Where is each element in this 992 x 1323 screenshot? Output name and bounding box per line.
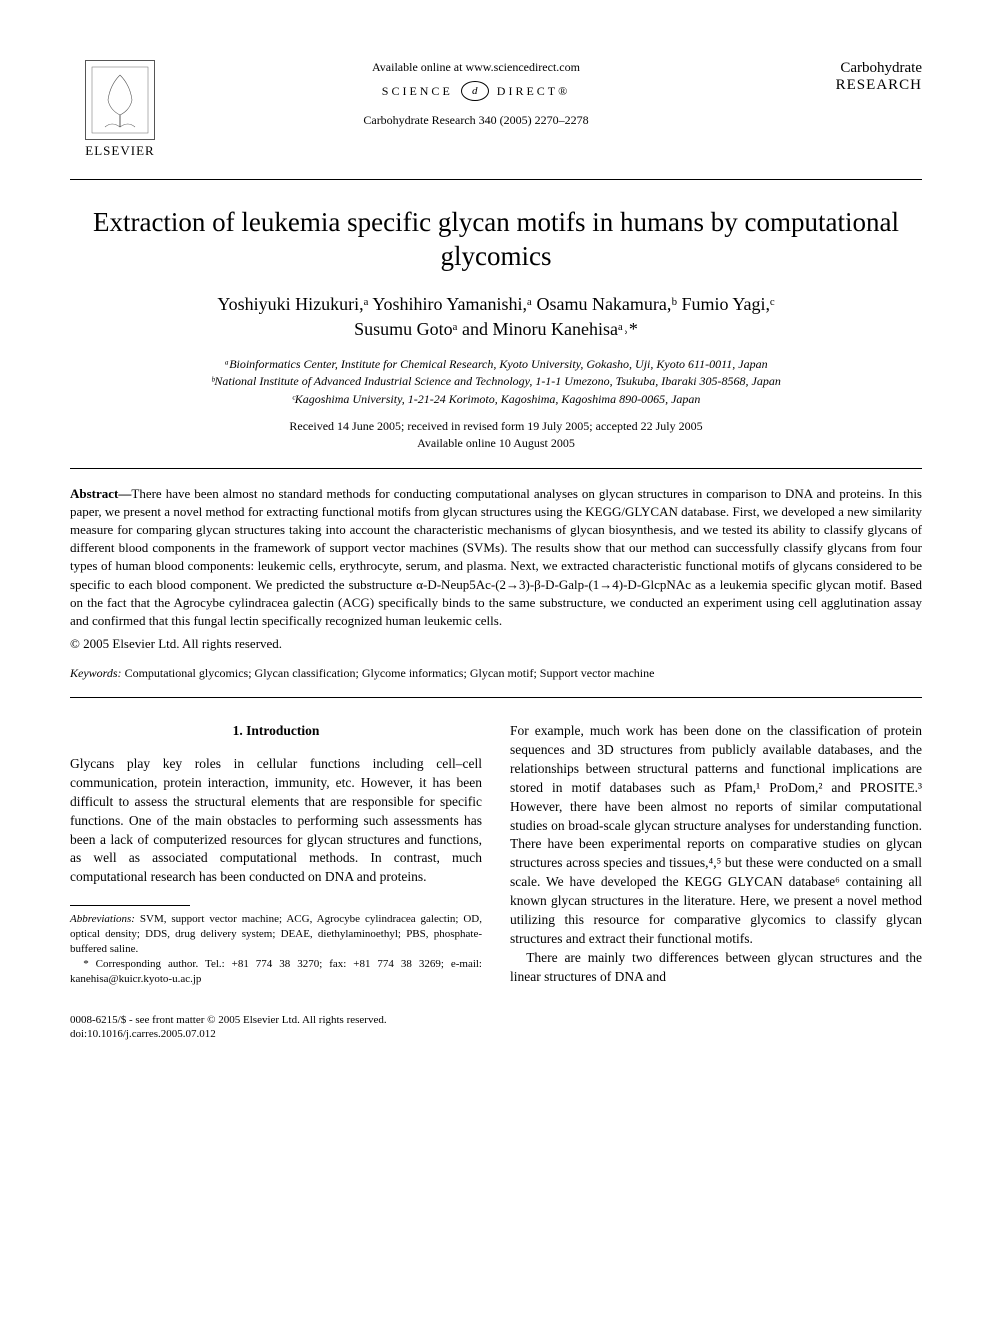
copyright: © 2005 Elsevier Ltd. All rights reserved…: [70, 636, 922, 652]
column-left: 1. Introduction Glycans play key roles i…: [70, 722, 482, 986]
authors-line1: Yoshiyuki Hizukuri,ᵃ Yoshihiro Yamanishi…: [217, 294, 774, 314]
intro-paragraph-1: Glycans play key roles in cellular funct…: [70, 755, 482, 887]
keywords-text: Computational glycomics; Glycan classifi…: [122, 666, 655, 680]
corresponding-author-footnote: * Corresponding author. Tel.: +81 774 38…: [70, 957, 482, 987]
affiliations: ᵃBioinformatics Center, Institute for Ch…: [70, 356, 922, 408]
authors: Yoshiyuki Hizukuri,ᵃ Yoshihiro Yamanishi…: [70, 292, 922, 342]
footnotes: Abbreviations: SVM, support vector machi…: [70, 912, 482, 986]
journal-reference: Carbohydrate Research 340 (2005) 2270–22…: [170, 113, 782, 128]
center-header: Available online at www.sciencedirect.co…: [170, 60, 782, 128]
corr-label: * Corresponding author.: [83, 958, 198, 970]
available-online-text: Available online at www.sciencedirect.co…: [170, 60, 782, 75]
footer-copyright: 0008-6215/$ - see front matter © 2005 El…: [70, 1013, 922, 1028]
abbrev-label: Abbreviations:: [70, 913, 135, 925]
page-header: ELSEVIER Available online at www.science…: [70, 60, 922, 159]
publisher-name: ELSEVIER: [85, 143, 154, 159]
online-date: Available online 10 August 2005: [70, 435, 922, 452]
affiliation-c: ᶜKagoshima University, 1-21-24 Korimoto,…: [70, 391, 922, 408]
header-rule: [70, 179, 922, 180]
intro-heading: 1. Introduction: [70, 722, 482, 741]
sd-right: DIRECT®: [497, 84, 570, 99]
page-footer: 0008-6215/$ - see front matter © 2005 El…: [70, 1013, 922, 1043]
abstract-bottom-rule: [70, 697, 922, 698]
footer-doi: doi:10.1016/j.carres.2005.07.012: [70, 1027, 922, 1042]
sd-left: SCIENCE: [382, 84, 453, 99]
intro-paragraph-2: For example, much work has been done on …: [510, 722, 922, 949]
body-columns: 1. Introduction Glycans play key roles i…: [70, 722, 922, 986]
affiliation-a: ᵃBioinformatics Center, Institute for Ch…: [70, 356, 922, 373]
authors-line2: Susumu Gotoᵃ and Minoru Kanehisaᵃ˒*: [354, 319, 638, 339]
column-right: For example, much work has been done on …: [510, 722, 922, 986]
footnote-rule: [70, 905, 190, 906]
affiliation-b: ᵇNational Institute of Advanced Industri…: [70, 373, 922, 390]
keywords: Keywords: Computational glycomics; Glyca…: [70, 666, 922, 681]
abstract: Abstract—There have been almost no stand…: [70, 485, 922, 631]
sciencedirect-logo: SCIENCE d DIRECT®: [170, 81, 782, 101]
abbreviations-footnote: Abbreviations: SVM, support vector machi…: [70, 912, 482, 957]
abstract-text: There have been almost no standard metho…: [70, 486, 922, 628]
elsevier-tree-icon: [85, 60, 155, 140]
journal-title-block: Carbohydrate RESEARCH: [782, 60, 922, 94]
received-date: Received 14 June 2005; received in revis…: [70, 418, 922, 435]
journal-title-line2: RESEARCH: [782, 77, 922, 94]
article-dates: Received 14 June 2005; received in revis…: [70, 418, 922, 452]
abstract-label: Abstract—: [70, 486, 131, 501]
keywords-label: Keywords:: [70, 666, 122, 680]
abstract-top-rule: [70, 468, 922, 469]
sd-circle-icon: d: [461, 81, 489, 101]
journal-title-line1: Carbohydrate: [782, 60, 922, 77]
intro-paragraph-3: There are mainly two differences between…: [510, 949, 922, 987]
article-title: Extraction of leukemia specific glycan m…: [70, 206, 922, 274]
publisher-logo-block: ELSEVIER: [70, 60, 170, 159]
